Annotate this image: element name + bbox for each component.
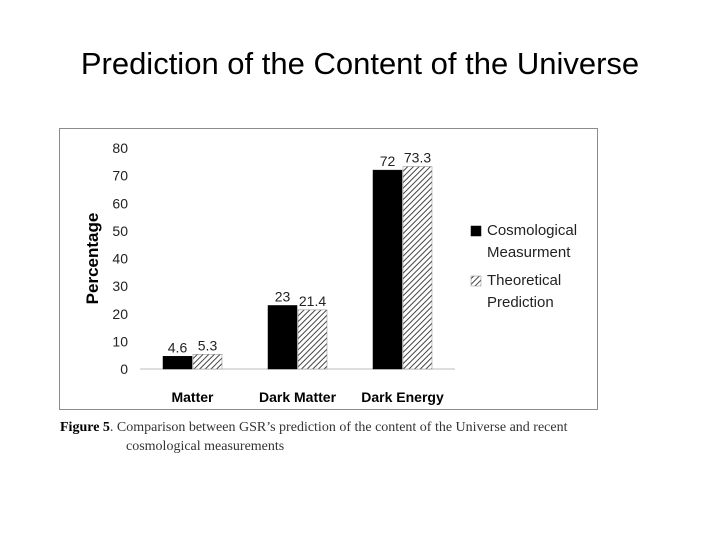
y-axis-title-group: Percentage (83, 213, 102, 305)
bars (162, 166, 433, 370)
caption-label: Figure 5 (60, 420, 110, 435)
bar-prediction (402, 166, 433, 370)
legend-swatch (470, 225, 482, 237)
legend: Cosmological Measurment Theoretical Predict… (470, 222, 577, 311)
legend-label: Cosmological (487, 222, 577, 239)
y-axis-ticks: 0 10 20 30 40 50 60 70 80 (112, 140, 128, 377)
bar-measurement (162, 356, 193, 370)
y-tick-label: 80 (112, 140, 128, 156)
y-tick-label: 60 (112, 195, 128, 211)
x-axis-category-labels: Matter Dark Matter Dark Energy (171, 389, 443, 405)
chart-figure: Percentage 0 10 20 30 40 50 60 70 80 4.6 5.3 23 21.… (59, 128, 598, 410)
y-tick-label: 40 (112, 251, 128, 267)
bar-value-label: 23 (275, 288, 291, 304)
caption-text-line2: cosmological measurements (126, 439, 285, 454)
y-tick-label: 50 (112, 223, 128, 239)
y-tick-label: 20 (112, 306, 128, 322)
bar-value-label: 72 (380, 153, 396, 169)
bar-value-label: 5.3 (198, 337, 218, 353)
y-tick-label: 10 (112, 333, 128, 349)
bar-measurement (372, 169, 403, 370)
bar-prediction (297, 309, 328, 370)
legend-label: Theoretical (487, 272, 561, 289)
legend-label: Measurment (487, 244, 571, 261)
y-axis-title: Percentage (83, 213, 102, 305)
x-category-label: Matter (171, 389, 214, 405)
x-category-label: Dark Energy (361, 389, 444, 405)
x-category-label: Dark Matter (259, 389, 337, 405)
legend-label: Prediction (487, 294, 554, 311)
bar-prediction (192, 354, 223, 370)
bar-measurement (267, 305, 298, 370)
bar-value-label: 21.4 (299, 293, 326, 309)
y-tick-label: 30 (112, 278, 128, 294)
bar-value-label: 73.3 (404, 150, 431, 166)
caption-text-line1: . Comparison between GSR’s prediction of… (109, 420, 568, 435)
legend-swatch (470, 275, 482, 287)
bar-value-labels: 4.6 5.3 23 21.4 72 73.3 (168, 150, 432, 356)
bar-chart: Percentage 0 10 20 30 40 50 60 70 80 4.6 5.3 23 21.… (83, 140, 577, 405)
y-tick-label: 0 (120, 361, 128, 377)
figure-caption: Figure 5. Comparison between GSR’s predi… (60, 418, 660, 456)
slide-title: Prediction of the Content of the Univers… (80, 46, 640, 81)
y-tick-label: 70 (112, 168, 128, 184)
bar-value-label: 4.6 (168, 339, 188, 355)
